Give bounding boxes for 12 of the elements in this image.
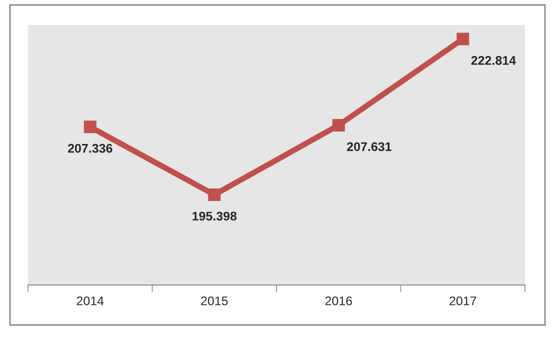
data-label: 207.336 bbox=[68, 144, 112, 153]
point bbox=[332, 118, 345, 132]
x-tick-label: 2015 bbox=[201, 296, 228, 306]
point bbox=[208, 188, 221, 201]
x-tick-label: 2014 bbox=[76, 296, 104, 306]
point bbox=[84, 120, 96, 134]
data-label: 222.814 bbox=[471, 56, 516, 65]
x-tick-label: 2017 bbox=[450, 296, 476, 306]
x-tick-label: 2016 bbox=[325, 296, 352, 306]
data-label: 207.631 bbox=[347, 142, 392, 152]
data-label: 195.398 bbox=[192, 212, 237, 221]
point bbox=[456, 32, 470, 46]
